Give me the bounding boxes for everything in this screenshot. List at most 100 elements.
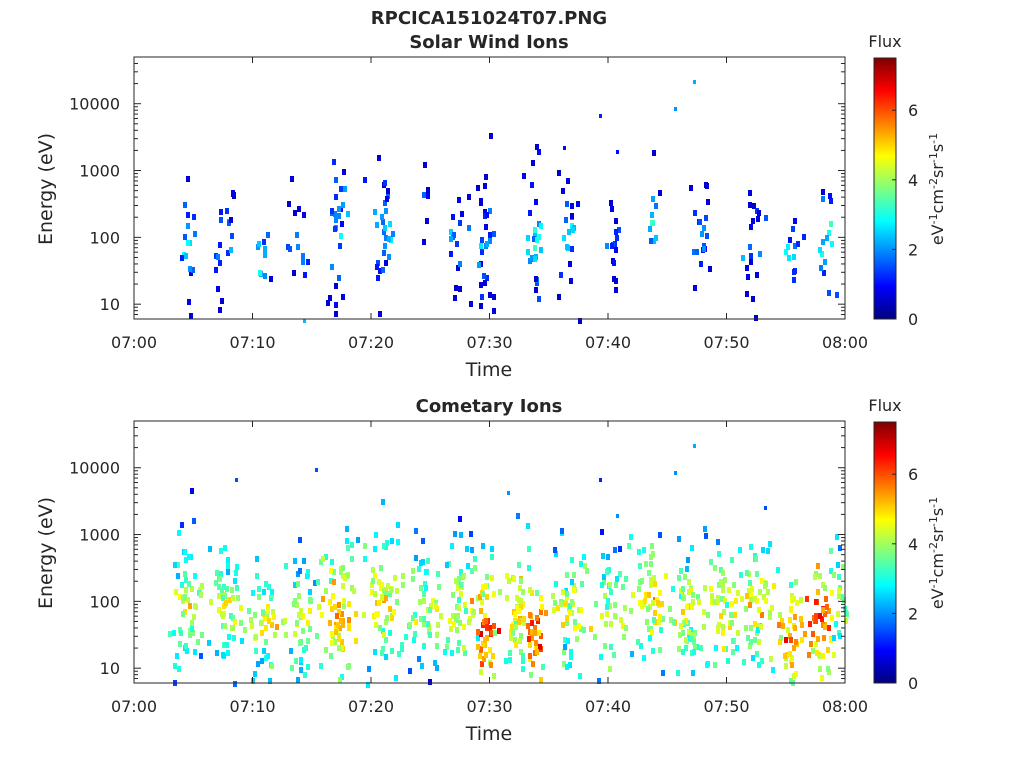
spectrogram-cell xyxy=(385,540,389,546)
x-tick-label: 07:00 xyxy=(111,333,157,352)
spectrogram-cell xyxy=(434,603,438,609)
spectrogram-cell xyxy=(638,600,642,606)
spectrogram-cell xyxy=(306,664,310,670)
spectrogram-cell xyxy=(579,561,583,567)
spectrogram-cell xyxy=(254,648,258,654)
spectrogram-cell xyxy=(483,637,487,643)
spectrogram-cell xyxy=(177,530,181,536)
spectrogram-cell xyxy=(191,267,195,273)
spectrogram-cell xyxy=(319,663,323,669)
spectrogram-cell xyxy=(613,613,617,619)
plot-frame-solar-wind xyxy=(133,56,846,320)
spectrogram-cell xyxy=(226,563,230,569)
spectrogram-cell xyxy=(721,581,725,587)
spectrogram-cell xyxy=(793,218,797,224)
spectrogram-cell xyxy=(187,299,191,305)
spectrogram-cell xyxy=(354,638,358,644)
colorbar-tick-label: 2 xyxy=(908,240,918,259)
spectrogram-cell xyxy=(786,627,790,633)
spectrogram-cell xyxy=(702,624,706,630)
spectrogram-cell xyxy=(671,586,675,592)
spectrogram-cell xyxy=(214,267,218,273)
spectrogram-cell xyxy=(417,656,421,662)
spectrogram-cell xyxy=(354,611,358,617)
spectrogram-cell xyxy=(305,573,309,579)
spectrogram-cell xyxy=(209,599,213,605)
spectrogram-cell xyxy=(829,568,833,574)
spectrogram-cell xyxy=(647,626,651,632)
spectrogram-cell xyxy=(794,579,798,585)
spectrogram-cell xyxy=(821,189,825,195)
spectrogram-cell xyxy=(758,251,762,257)
spectrogram-cell xyxy=(790,655,794,661)
spectrogram-cell xyxy=(271,609,275,615)
spectrogram-cell xyxy=(385,196,389,202)
spectrogram-cell xyxy=(575,636,579,642)
spectrogram-cell xyxy=(689,185,693,191)
spectrogram-cell xyxy=(534,640,538,646)
spectrogram-cell xyxy=(240,638,244,644)
spectrogram-cell xyxy=(377,579,381,585)
spectrogram-cell xyxy=(748,202,752,208)
spectrogram-point xyxy=(693,444,696,448)
x-axis-cometary: 07:00 07:10 07:20 07:30 07:40 07:50 08:00 xyxy=(111,421,868,716)
y-tick-label: 100 xyxy=(89,592,120,611)
spectrogram-cell xyxy=(284,632,288,638)
spectrogram-cell xyxy=(557,170,561,176)
y-tick-label: 10 xyxy=(100,659,120,678)
spectrogram-cell xyxy=(382,250,386,256)
spectrogram-cell xyxy=(490,630,494,636)
spectrogram-cell xyxy=(346,664,350,670)
spectrogram-cell xyxy=(455,241,459,247)
spectrogram-cell xyxy=(754,556,758,562)
spectrogram-cell xyxy=(324,647,328,653)
spectrogram-cell xyxy=(321,596,325,602)
spectrogram-cell xyxy=(342,598,346,604)
spectrogram-cell xyxy=(426,621,430,627)
spectrogram-cell xyxy=(199,592,203,598)
spectrogram-cell xyxy=(341,565,345,571)
spectrogram-cell xyxy=(356,537,360,543)
spectrogram-cell xyxy=(184,577,188,583)
spectrogram-cell xyxy=(221,613,225,619)
spectrogram-cell xyxy=(652,575,656,581)
spectrogram-cell xyxy=(582,554,586,560)
spectrogram-cell xyxy=(757,662,761,668)
spectrogram-cell xyxy=(519,598,523,604)
spectrogram-cell xyxy=(436,571,440,577)
spectrogram-cell xyxy=(787,255,791,261)
spectrogram-cell xyxy=(200,632,204,638)
spectrogram-cell xyxy=(528,653,532,659)
spectrogram-cell xyxy=(191,630,195,636)
spectrogram-cell xyxy=(450,543,454,549)
spectrogram-cell xyxy=(696,594,700,600)
spectrogram-cell xyxy=(518,638,522,644)
spectrogram-cell xyxy=(426,193,430,199)
spectrogram-cell xyxy=(231,190,235,196)
spectrogram-cell xyxy=(290,176,294,182)
spectrogram-cell xyxy=(298,640,302,646)
spectrogram-cell xyxy=(421,559,425,565)
spectrogram-cell xyxy=(704,215,708,221)
spectrogram-cell xyxy=(606,554,610,560)
spectrogram-cell xyxy=(488,232,492,238)
spectrogram-cell xyxy=(480,599,484,605)
spectrogram-cell xyxy=(315,633,319,639)
spectrogram-cell xyxy=(627,543,631,549)
spectrogram-cell xyxy=(218,307,222,313)
spectrogram-cell xyxy=(561,589,565,595)
spectrogram-cell xyxy=(821,239,825,245)
spectrogram-cell xyxy=(656,600,660,606)
spectrogram-cell xyxy=(771,667,775,673)
x-axis-label-cometary: Time xyxy=(465,723,513,745)
spectrogram-cell xyxy=(647,570,651,576)
panel-title-cometary: Cometary Ions xyxy=(416,396,563,417)
spectrogram-point xyxy=(674,107,677,111)
spectrogram-cell xyxy=(685,566,689,572)
spectrogram-cell xyxy=(749,597,753,603)
spectrogram-cell xyxy=(772,583,776,589)
spectrogram-cell xyxy=(690,545,694,551)
spectrogram-cell xyxy=(373,591,377,597)
spectrogram-cell xyxy=(184,587,188,593)
spectrogram-cell xyxy=(809,641,813,647)
